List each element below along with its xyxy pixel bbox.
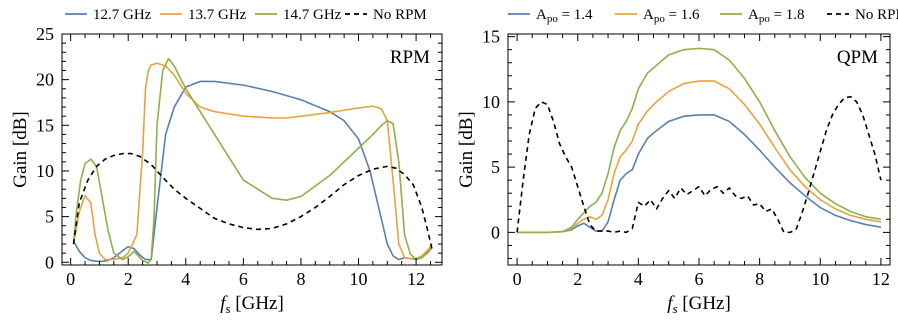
- x-tick-label: 12: [407, 269, 425, 289]
- x-tick-label: 4: [634, 269, 643, 289]
- series-line-0: [517, 114, 882, 234]
- y-tick-label: 15: [36, 115, 54, 135]
- y-tick-label: 20: [36, 70, 54, 90]
- chart-panel-qpm: 0 2 4 6 8 10 12 0 5 10 15 fs [GHz] Gain [dB] QPM Apo =…: [456, 7, 898, 316]
- y-tick-label: 15: [482, 27, 500, 47]
- legend-label: Apo = 1.8: [748, 7, 805, 25]
- x-axis-title: fs [GHz]: [667, 293, 731, 316]
- x-tick-label: 6: [695, 269, 704, 289]
- legend-label: 13.7 GHz: [188, 7, 247, 23]
- y-tick-label: 10: [482, 92, 500, 112]
- legend-label: 12.7 GHz: [93, 7, 152, 23]
- x-tick-label: 0: [66, 269, 75, 289]
- panel-label: RPM: [390, 47, 430, 68]
- plot-frame: [61, 33, 443, 266]
- x-axis-title: fs [GHz]: [220, 293, 284, 316]
- y-axis-title: Gain [dB]: [456, 111, 477, 188]
- panel-label: QPM: [837, 47, 878, 68]
- series-line-3: [516, 95, 882, 234]
- series-line-1: [72, 62, 433, 261]
- y-tick-label: 0: [491, 222, 500, 242]
- y-tick-label: 5: [491, 157, 500, 177]
- series-line-2: [72, 57, 433, 264]
- series-line-1: [517, 80, 882, 234]
- series-line-2: [517, 47, 882, 234]
- legend-label: No RPM: [373, 7, 427, 23]
- y-tick-label: 0: [45, 252, 54, 272]
- x-tick-label: 8: [755, 269, 764, 289]
- chart-panel-rpm: 0 2 4 6 8 10 12 0 5 10 15 20 25 fs [GHz] Gain [dB] RPM 1…: [10, 7, 443, 316]
- x-tick-label: 4: [181, 269, 190, 289]
- y-tick-label: 5: [45, 207, 54, 227]
- x-tick-label: 2: [124, 269, 133, 289]
- x-tick-label: 10: [811, 269, 829, 289]
- legend-label: Apo = 1.4: [536, 7, 593, 25]
- y-tick-label: 25: [36, 24, 54, 44]
- legend-label: Apo = 1.6: [643, 7, 700, 25]
- x-tick-label: 0: [513, 269, 522, 289]
- x-tick-label: 2: [573, 269, 582, 289]
- y-axis-title: Gain [dB]: [10, 111, 31, 188]
- x-tick-label: 6: [239, 269, 248, 289]
- legend-label: No RPM: [855, 7, 898, 23]
- series-line-3: [72, 152, 433, 249]
- x-tick-label: 10: [350, 269, 368, 289]
- x-tick-label: 8: [296, 269, 305, 289]
- x-tick-label: 12: [872, 269, 890, 289]
- legend-label: 14.7 GHz: [283, 7, 342, 23]
- y-tick-label: 10: [36, 161, 54, 181]
